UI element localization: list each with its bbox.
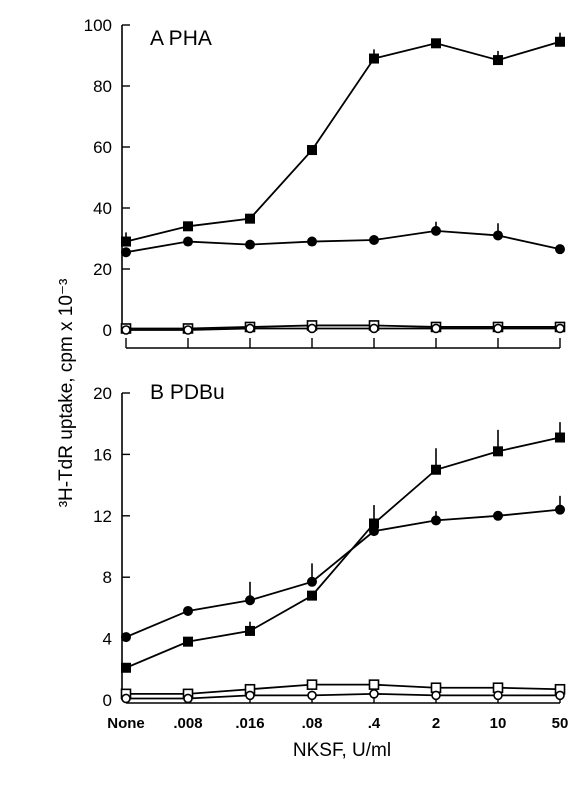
x-tick-label: .016 <box>235 715 264 732</box>
data-point <box>368 679 380 690</box>
data-point <box>493 323 503 334</box>
series-filled-circle <box>121 221 565 258</box>
y-tick-label: 0 <box>103 321 112 340</box>
data-point <box>555 36 565 47</box>
data-point <box>493 510 503 521</box>
y-tick-label: 20 <box>93 384 112 403</box>
data-point <box>369 689 379 699</box>
data-point <box>306 679 318 690</box>
data-point <box>431 515 441 526</box>
y-tick-label: 60 <box>93 138 112 157</box>
data-point <box>183 636 193 647</box>
panel-a: A PHA 0 20 40 60 80 100 <box>84 16 566 349</box>
panel-a-title: A PHA <box>150 27 212 50</box>
y-tick-label: 0 <box>103 691 112 710</box>
data-point <box>555 504 565 515</box>
data-point <box>307 690 317 701</box>
data-point <box>555 244 565 255</box>
series-line <box>125 436 561 669</box>
data-point <box>183 693 193 704</box>
y-tick-label: 16 <box>93 445 112 464</box>
x-tick-labels: None .008 .016 .08 .4 2 10 50 <box>107 715 568 732</box>
series-filled-square <box>121 32 565 247</box>
data-point <box>555 690 565 701</box>
y-tick-label: 4 <box>103 630 112 649</box>
series-line <box>125 229 561 254</box>
data-point <box>555 323 565 334</box>
series-line <box>126 683 561 695</box>
data-point <box>431 323 441 334</box>
data-point <box>493 55 503 66</box>
data-point <box>369 323 379 334</box>
data-point <box>369 53 379 64</box>
data-point <box>183 325 193 335</box>
data-point <box>431 38 441 49</box>
data-point <box>121 325 131 335</box>
series-line <box>125 508 561 638</box>
data-point <box>245 595 255 606</box>
data-point <box>307 323 317 334</box>
data-point <box>369 235 379 246</box>
data-point <box>121 236 131 247</box>
x-tick-label: None <box>107 715 145 732</box>
data-point <box>307 145 317 156</box>
panel-b: B PDBu 0 4 8 12 16 20 <box>93 381 566 710</box>
data-point <box>369 526 379 537</box>
y-tick-label: 80 <box>93 77 112 96</box>
x-tick-label: 10 <box>490 715 507 732</box>
y-axis-label: ³H-TdR uptake, cpm x 10⁻³ <box>56 279 77 508</box>
series-filled-square <box>121 422 565 673</box>
data-point <box>183 221 193 232</box>
data-point <box>245 690 255 701</box>
x-axis-label: NKSF, U/ml <box>293 740 391 761</box>
data-point <box>555 432 565 443</box>
series-filled-circle <box>121 495 565 643</box>
data-point <box>493 690 503 701</box>
data-point <box>245 239 255 250</box>
y-tick-label: 40 <box>93 199 112 218</box>
y-tick-label: 12 <box>93 507 112 526</box>
y-tick-label: 20 <box>93 260 112 279</box>
data-point <box>307 590 317 601</box>
data-point <box>307 576 317 587</box>
data-point <box>431 464 441 475</box>
series-line <box>126 327 560 331</box>
x-tick-label: .08 <box>302 715 323 732</box>
data-point <box>121 693 131 704</box>
x-tick-label: 50 <box>552 715 569 732</box>
data-point <box>493 230 503 241</box>
data-point <box>431 225 441 236</box>
data-point <box>183 605 193 616</box>
series-open-circle <box>121 689 565 704</box>
data-point <box>307 236 317 247</box>
series-open-circle <box>121 323 565 335</box>
data-point <box>183 236 193 247</box>
y-tick-label: 100 <box>84 16 112 35</box>
data-point <box>369 518 379 529</box>
x-tick-label: .008 <box>173 715 202 732</box>
x-tick-label: 2 <box>432 715 440 732</box>
data-point <box>245 323 255 334</box>
data-point <box>121 662 131 673</box>
y-tick-label: 8 <box>103 568 112 587</box>
data-point <box>431 690 441 701</box>
data-point <box>245 213 255 224</box>
panel-b-title: B PDBu <box>150 381 225 404</box>
data-point <box>493 446 503 457</box>
data-point <box>121 632 131 643</box>
series-line <box>126 692 560 700</box>
series-line <box>125 40 561 243</box>
data-point <box>121 247 131 258</box>
data-point <box>245 625 255 636</box>
x-tick-label: .4 <box>368 715 381 732</box>
series-line <box>126 324 560 330</box>
